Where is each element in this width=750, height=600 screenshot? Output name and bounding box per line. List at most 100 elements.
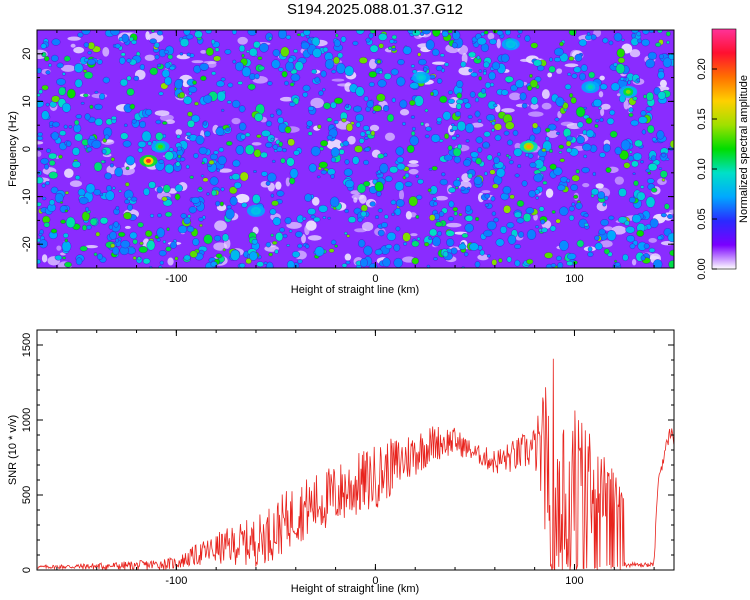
spectrogram-blob [50, 186, 59, 194]
spectrogram-hotspot [619, 85, 638, 98]
spectrogram-blob [515, 79, 525, 89]
spectrogram-light-patch [600, 108, 605, 117]
spectrogram-blob [424, 134, 430, 139]
spectrogram-blob [146, 240, 156, 251]
spectrogram-blob [636, 229, 645, 237]
spectrogram-blob [285, 61, 295, 72]
spectrogram-blob [565, 140, 572, 147]
spectrogram-blob [183, 216, 191, 225]
spectrogram-blob [209, 153, 218, 161]
spectrogram-blob [411, 240, 420, 248]
spectrogram-blob [614, 146, 622, 155]
spectrogram-blob [558, 144, 565, 150]
spectrogram-blob [93, 252, 98, 257]
spectrogram-blob [657, 91, 666, 100]
spectrogram-blob [483, 171, 488, 176]
spectrogram-blob [416, 236, 421, 241]
spectrogram-blob [646, 91, 654, 102]
spectrogram-blob [452, 147, 462, 157]
spectrogram-blob [346, 234, 351, 238]
spectrogram-blob [470, 151, 479, 158]
colorbar-label: Normalized spectral amplitude [738, 75, 750, 223]
snr-y-tick-label: 1500 [21, 333, 33, 357]
spectrogram-blob [161, 120, 168, 125]
spectrogram-blob [94, 90, 99, 94]
spectrogram-blob [572, 260, 578, 265]
spectrogram-blob [261, 129, 271, 137]
spectrogram-blob [190, 114, 201, 123]
spectrogram-blob [231, 99, 241, 109]
spectrogram-blob [604, 195, 609, 201]
spectrogram-blob [363, 245, 373, 256]
spectrogram-blob [654, 42, 662, 48]
spectrogram-blob [657, 30, 663, 34]
spectrogram-blob [627, 155, 635, 162]
spectrogram-blob [330, 173, 335, 179]
spectrogram-blob [244, 144, 255, 155]
spectrogram-blob [433, 256, 438, 261]
spectrogram-blob [519, 92, 527, 101]
spectrogram-blob [254, 73, 260, 80]
spectrogram-y-tick-label: -10 [21, 189, 33, 205]
spectrogram-blob [164, 163, 174, 174]
spectrogram-blob [630, 37, 639, 46]
spectrogram-blob [429, 214, 436, 222]
spectrogram-light-patch [124, 225, 131, 229]
spectrogram-blob [179, 157, 186, 162]
spectrogram-blob [366, 100, 374, 109]
spectrogram-blob [108, 224, 113, 230]
spectrogram-blob [396, 156, 404, 164]
spectrogram-blob [368, 32, 374, 39]
spectrogram-blob [436, 78, 443, 84]
spectrogram-blob [225, 208, 235, 220]
spectrogram-blob [234, 61, 244, 72]
spectrogram-blob [317, 124, 322, 130]
spectrogram-light-patch [41, 254, 48, 263]
spectrogram-blob [632, 152, 643, 161]
spectrogram-blob [597, 191, 606, 200]
spectrogram-light-patch [541, 89, 550, 100]
spectrogram-blob [158, 159, 165, 164]
spectrogram-blob [491, 61, 501, 71]
spectrogram-blob [206, 192, 210, 196]
spectrogram-light-patch [344, 253, 352, 261]
spectrogram-blob [458, 243, 467, 250]
spectrogram-blob [425, 126, 432, 132]
spectrogram-blob [338, 148, 345, 155]
spectrogram-blob [185, 131, 192, 137]
spectrogram-blob [399, 99, 408, 109]
spectrogram-blob [370, 130, 376, 136]
spectrogram-blob [248, 47, 258, 57]
spectrogram-blob [104, 172, 113, 180]
spectrogram-blob [40, 43, 47, 49]
spectrogram-blob [314, 76, 321, 83]
spectrogram-blob [240, 133, 246, 140]
spectrogram-blob [112, 246, 120, 255]
spectrogram-blob [327, 216, 331, 220]
spectrogram-blob [118, 189, 122, 193]
spectrogram-blob [508, 160, 514, 165]
spectrogram-blob [44, 163, 50, 170]
spectrogram-blob [461, 233, 469, 239]
spectrogram-blob [437, 230, 443, 237]
spectrogram-light-patch [358, 194, 367, 204]
spectrogram-blob [630, 119, 639, 127]
spectrogram-blob [257, 56, 263, 61]
spectrogram-blob [432, 30, 441, 37]
spectrogram-ylabel: Frequency (Hz) [7, 111, 19, 187]
spectrogram-blob [505, 154, 510, 158]
spectrogram-blob [548, 148, 554, 154]
spectrogram-blob [631, 160, 639, 168]
colorbar: 0.00 0.05 0.10 0.15 0.20 [696, 28, 737, 280]
spectrogram-y-tick-label: 20 [21, 48, 33, 60]
spectrogram-blob [363, 159, 370, 166]
spectrogram-blob [40, 157, 49, 165]
spectrogram-light-patch [144, 54, 156, 61]
spectrogram-blob [455, 111, 461, 117]
spectrogram-blob [573, 66, 582, 73]
spectrogram-blob [494, 134, 502, 142]
spectrogram-blob [364, 136, 369, 140]
spectrogram-blob [239, 171, 249, 182]
spectrogram-blob [358, 137, 365, 144]
spectrogram-blob [571, 73, 578, 79]
